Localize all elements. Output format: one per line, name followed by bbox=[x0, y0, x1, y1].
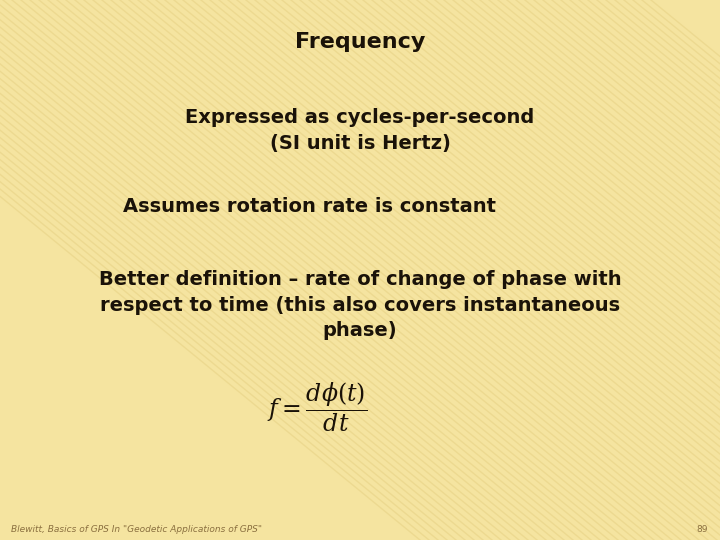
Text: Blewitt, Basics of GPS In "Geodetic Applications of GPS": Blewitt, Basics of GPS In "Geodetic Appl… bbox=[11, 524, 262, 534]
Text: 89: 89 bbox=[696, 524, 708, 534]
Text: Frequency: Frequency bbox=[294, 32, 426, 52]
Text: Assumes rotation rate is constant: Assumes rotation rate is constant bbox=[123, 197, 496, 216]
Text: Better definition – rate of change of phase with
respect to time (this also cove: Better definition – rate of change of ph… bbox=[99, 270, 621, 341]
Text: Expressed as cycles-per-second
(SI unit is Hertz): Expressed as cycles-per-second (SI unit … bbox=[185, 108, 535, 153]
Text: $f = \dfrac{d\phi(t)}{dt}$: $f = \dfrac{d\phi(t)}{dt}$ bbox=[266, 381, 367, 434]
